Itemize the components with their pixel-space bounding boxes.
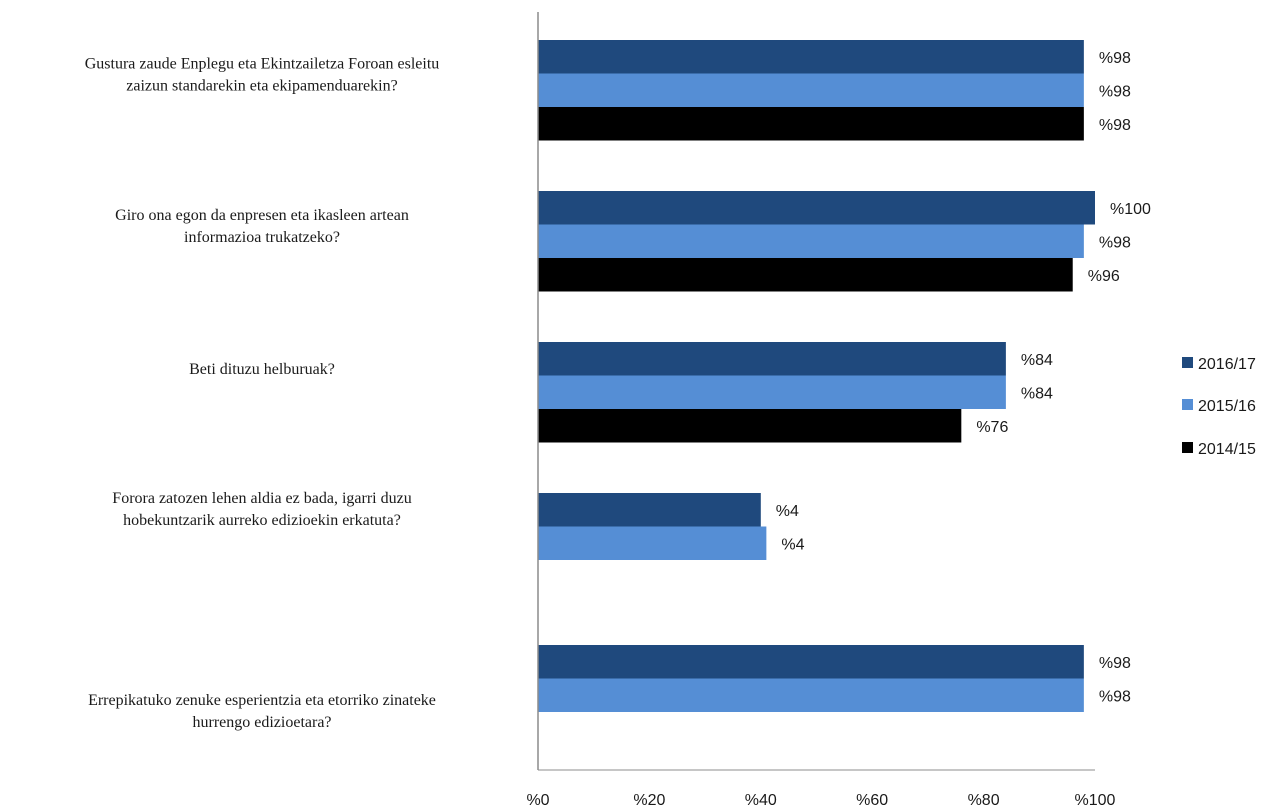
bar-2015-16-cat-0 — [538, 73, 1084, 107]
category-label: Giro ona egon da enpresen eta ikasleen a… — [115, 207, 409, 246]
category-label-line: Beti dituzu helburuak? — [189, 361, 335, 378]
value-label: %84 — [1021, 352, 1053, 369]
category-label-line: hobekuntzarik aurreko edizioekin erkatut… — [123, 512, 401, 529]
category-label-line: zaizun standarekin eta ekipamenduarekin? — [126, 78, 397, 95]
bars-group — [538, 40, 1095, 712]
value-labels-group: %98 %98 %98 %100 %98 %96 %84 %84 %76 %4 %4 %98 %98 — [776, 50, 1151, 706]
bar-2016-17-cat-1 — [538, 191, 1095, 225]
value-label: %84 — [1021, 385, 1053, 402]
bar-2015-16-cat-3 — [538, 526, 767, 560]
legend-label: 2014/15 — [1198, 441, 1256, 458]
category-label-line: Errepikatuko zenuke esperientzia eta eto… — [88, 692, 436, 709]
legend-label: 2015/16 — [1198, 398, 1256, 415]
bar-2015-16-cat-4 — [538, 678, 1084, 712]
category-label: Forora zatozen lehen aldia ez bada, igar… — [112, 490, 411, 529]
bar-2014-15-cat-2 — [538, 409, 962, 443]
value-label: %4 — [776, 503, 799, 520]
tick-label: %0 — [526, 792, 549, 809]
tick-label: %60 — [856, 792, 888, 809]
value-label: %98 — [1099, 234, 1131, 251]
category-label-line: Gustura zaude Enplegu eta Ekintzailetza … — [85, 56, 440, 73]
bar-2015-16-cat-1 — [538, 224, 1084, 258]
value-label: %98 — [1099, 655, 1131, 672]
category-label-line: informazioa trukatzeko? — [184, 229, 340, 246]
category-label-line: Forora zatozen lehen aldia ez bada, igar… — [112, 490, 411, 507]
value-label: %100 — [1110, 201, 1151, 218]
bar-2014-15-cat-0 — [538, 107, 1084, 141]
category-label-line: hurrengo edizioetara? — [192, 714, 331, 731]
tick-label: %20 — [633, 792, 665, 809]
legend-label: 2016/17 — [1198, 356, 1256, 373]
value-label: %96 — [1088, 268, 1120, 285]
bar-2016-17-cat-2 — [538, 342, 1006, 376]
value-label: %98 — [1099, 688, 1131, 705]
tick-label: %100 — [1075, 792, 1116, 809]
value-label: %98 — [1099, 50, 1131, 67]
bar-2016-17-cat-3 — [538, 493, 761, 527]
category-labels-group: Gustura zaude Enplegu eta Ekintzailetza … — [85, 56, 440, 732]
category-label: Gustura zaude Enplegu eta Ekintzailetza … — [85, 56, 440, 95]
value-label: %76 — [976, 419, 1008, 436]
bar-2016-17-cat-0 — [538, 40, 1084, 74]
bar-2016-17-cat-4 — [538, 645, 1084, 679]
value-label: %98 — [1099, 117, 1131, 134]
legend-swatch — [1182, 399, 1193, 410]
bar-2014-15-cat-1 — [538, 258, 1073, 292]
value-label: %4 — [781, 536, 804, 553]
tick-label: %40 — [745, 792, 777, 809]
legend: 2016/17 2015/16 2014/15 — [1182, 356, 1256, 458]
category-label-line: Giro ona egon da enpresen eta ikasleen a… — [115, 207, 409, 224]
value-label: %98 — [1099, 83, 1131, 100]
legend-swatch — [1182, 442, 1193, 453]
category-label: Errepikatuko zenuke esperientzia eta eto… — [88, 692, 436, 731]
tick-labels-group: %0 %20 %40 %60 %80 %100 — [526, 792, 1115, 809]
tick-label: %80 — [968, 792, 1000, 809]
bar-2015-16-cat-2 — [538, 375, 1006, 409]
category-label: Beti dituzu helburuak? — [189, 361, 335, 378]
legend-swatch — [1182, 357, 1193, 368]
